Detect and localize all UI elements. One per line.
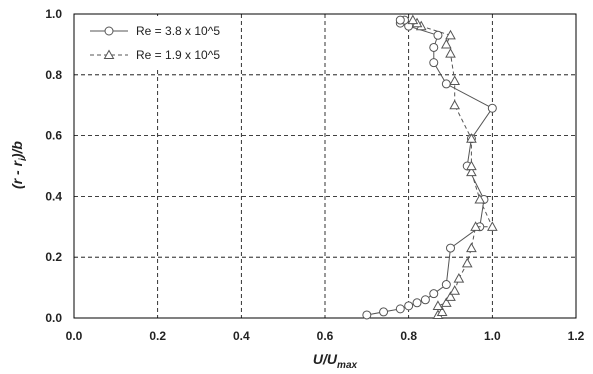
x-tick-label: 1.2 [568, 329, 585, 343]
x-axis-title: U/Umax [313, 351, 358, 371]
data-point-triangle [453, 272, 465, 283]
y-tick-label: 0.4 [45, 189, 62, 203]
data-point-circle [379, 307, 389, 317]
x-tick-label: 0.2 [149, 329, 166, 343]
data-point-circle [429, 58, 439, 68]
plot-area-border [73, 13, 577, 319]
x-tick-label: 0.8 [400, 329, 417, 343]
data-point-circle [412, 298, 422, 308]
legend-label-1: Re = 1.9 x 10^5 [136, 48, 220, 62]
legend-background [88, 16, 236, 70]
data-point-circle [441, 79, 451, 89]
series-layer [362, 14, 498, 320]
y-axis-title: (r - ri)/b [9, 141, 29, 189]
data-point-triangle [432, 300, 444, 310]
data-point-triangle [440, 297, 452, 307]
data-point-triangle [466, 242, 477, 253]
data-point-triangle [436, 306, 448, 317]
legend-label-0: Re = 3.8 x 10^5 [136, 24, 220, 38]
data-point-circle [433, 30, 443, 40]
data-point-triangle [470, 221, 481, 231]
data-point-circle [420, 295, 430, 305]
data-point-triangle [466, 166, 477, 177]
y-tick-label: 0.8 [45, 68, 62, 82]
data-point-triangle [449, 285, 461, 295]
data-point-circle [395, 15, 405, 25]
data-point-triangle [474, 193, 486, 204]
y-tick-label: 0.6 [45, 129, 62, 143]
legend: Re = 3.8 x 10^5 Re = 1.9 x 10^5 [88, 16, 236, 70]
data-point-circle [441, 280, 451, 290]
data-point-circle [395, 304, 405, 314]
data-point-circle [446, 243, 455, 253]
data-point-triangle [445, 291, 456, 301]
tick-labels: 0.0 0.2 0.4 0.6 0.8 1.0 1.2 0.0 0.2 0.4 0.6 0.8 1.0 [45, 7, 584, 343]
plot-frame [73, 13, 577, 319]
series-line-1 [412, 19, 494, 316]
legend-entry-1: Re = 1.9 x 10^5 [90, 48, 220, 62]
data-point-triangle [466, 160, 477, 171]
data-point-triangle [407, 14, 419, 25]
x-tick-label: 0.4 [233, 329, 250, 343]
data-point-triangle [449, 99, 461, 110]
data-point-circle [487, 103, 497, 113]
data-point-triangle [449, 75, 461, 85]
data-point-circle [429, 42, 439, 52]
data-point-triangle [486, 221, 498, 231]
data-point-triangle [445, 47, 456, 58]
y-tick-label: 0.2 [45, 250, 62, 264]
x-tick-label: 0.0 [66, 329, 83, 343]
data-point-circle [404, 301, 414, 311]
legend-entry-0: Re = 3.8 x 10^5 [90, 24, 220, 38]
y-tick-label: 1.0 [45, 7, 62, 21]
data-point-triangle [461, 257, 473, 268]
y-tick-label: 0.0 [45, 311, 62, 325]
data-point-circle [362, 310, 372, 320]
data-point-triangle [466, 133, 477, 143]
legend-marker-circle [104, 26, 114, 36]
x-tick-label: 0.6 [317, 329, 334, 343]
data-point-triangle [440, 38, 452, 49]
data-point-triangle [445, 29, 456, 40]
data-point-circle [429, 289, 439, 299]
legend-marker-triangle [103, 49, 115, 59]
x-tick-label: 1.0 [484, 329, 501, 343]
